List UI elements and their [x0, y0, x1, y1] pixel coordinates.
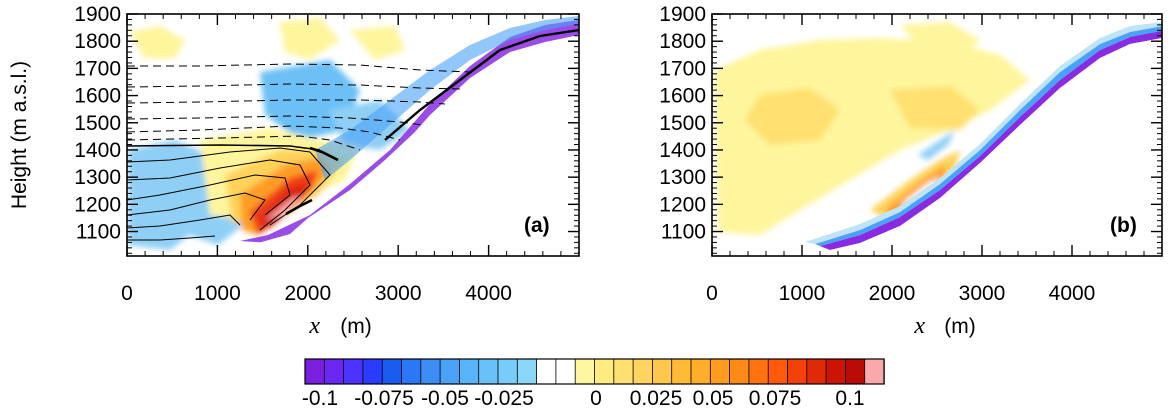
colorbar-cell [845, 358, 866, 385]
colorbar-tick-label: -0.025 [474, 387, 534, 410]
colorbar-cell [362, 358, 383, 385]
y-tick-label: 1100 [661, 221, 706, 244]
y-tick-label: 1300 [74, 166, 121, 189]
y-tick-label: 1900 [74, 3, 121, 26]
colorbar-tick-label: -0.1 [302, 387, 338, 410]
colorbar-cell [652, 358, 673, 385]
colorbar-cell [632, 358, 654, 385]
y-tick-label: 1800 [659, 30, 706, 53]
panel-a-contours [127, 28, 579, 241]
y-tick-label: 1900 [659, 3, 706, 26]
colorbar-tick-label: 0 [590, 387, 602, 410]
panel-a-ticks: 0 1000 2000 3000 4000 1100 1200 1300 1400 1500 160… [74, 3, 580, 305]
x-tick-label: 2000 [869, 282, 916, 305]
colorbar-cell [555, 358, 576, 385]
colorbar-frame [304, 358, 885, 385]
panel-a-terrain-mask [127, 37, 579, 256]
colorbar-cell [787, 358, 808, 385]
colorbar-cell [478, 358, 499, 385]
svg-text:(m): (m) [340, 315, 371, 338]
svg-text:x: x [308, 313, 320, 339]
colorbar-tick-label: 0.05 [693, 387, 734, 410]
colorbar-cell [709, 358, 731, 385]
panel-a-label: (a) [524, 214, 550, 237]
svg-text:x: x [913, 313, 925, 339]
x-tick-label: 3000 [375, 282, 422, 305]
x-tick-label: 1000 [779, 282, 826, 305]
y-tick-label: 1800 [74, 30, 121, 53]
y-tick-label: 1700 [659, 57, 706, 80]
panel-b-label: (b) [1110, 214, 1137, 237]
y-tick-label: 1300 [659, 166, 706, 189]
panel-b-field [712, 14, 1162, 256]
colorbar-cell [420, 358, 441, 385]
colorbar-cell [516, 358, 538, 385]
colorbar-cell [381, 358, 403, 385]
colorbar-cell [594, 358, 615, 385]
colorbar-cell [864, 358, 885, 385]
panel-b-terrain-mask [712, 38, 1162, 256]
y-tick-label: 1100 [76, 221, 121, 244]
panel-b-ticks: 0 1000 2000 3000 4000 1100 1200 1300 1400 1500 160… [659, 3, 1163, 305]
colorbar-cells [304, 358, 885, 385]
y-tick-label: 1400 [74, 139, 121, 162]
x-tick-label: 4000 [1049, 282, 1096, 305]
panel-b: 0 1000 2000 3000 4000 1100 1200 1300 1400 1500 160… [659, 3, 1163, 339]
x-tick-label: 1000 [194, 282, 241, 305]
colorbar-labels: -0.1 -0.075 -0.05 -0.025 0 0.025 0.05 0.075 0.1 [302, 387, 865, 410]
x-tick-label: 0 [121, 282, 133, 305]
y-tick-label: 1400 [659, 139, 706, 162]
panel-b-frame [711, 13, 1163, 257]
colorbar-cell [574, 358, 596, 385]
colorbar-cell [323, 358, 345, 385]
colorbar-cell [613, 358, 634, 385]
y-tick-label: 1600 [659, 85, 706, 108]
colorbar-cell [439, 358, 461, 385]
colorbar-cell [497, 358, 519, 385]
colorbar-cell [304, 358, 326, 385]
colorbar-cell [806, 358, 827, 385]
panel-a-slope-band [240, 20, 579, 243]
colorbar-tick-label: 0.075 [749, 387, 802, 410]
y-tick-label: 1200 [659, 193, 706, 216]
colorbar-cell [401, 358, 422, 385]
colorbar-cell [729, 358, 750, 385]
colorbar-cell [343, 358, 364, 385]
colorbar-tick-label: 0.025 [630, 387, 683, 410]
panel-b-xlabel: x (m) [913, 313, 975, 339]
colorbar-cell [690, 358, 712, 385]
panel-b-anomaly-fill [715, 22, 1090, 235]
panel-a-field [127, 14, 579, 256]
colorbar-cell [825, 358, 847, 385]
y-tick-label: 1200 [74, 193, 121, 216]
colorbar-tick-label: 0.1 [835, 387, 864, 410]
colorbar-cell [671, 358, 692, 385]
colorbar-cell [767, 358, 789, 385]
colorbar-tick-label: -0.05 [421, 387, 469, 410]
y-tick-label: 1600 [74, 85, 121, 108]
colorbar-cell [536, 358, 557, 385]
panel-a: 0 1000 2000 3000 4000 1100 1200 1300 1400 1500 160… [8, 3, 580, 339]
colorbar: -0.1 -0.075 -0.05 -0.025 0 0.025 0.05 0.075 0.1 [302, 358, 885, 410]
y-tick-label: 1700 [74, 57, 121, 80]
x-tick-label: 2000 [284, 282, 331, 305]
y-tick-label: 1500 [659, 112, 706, 135]
y-tick-label: 1500 [74, 112, 121, 135]
panel-a-xlabel: x (m) [308, 313, 371, 339]
x-tick-label: 4000 [465, 282, 512, 305]
colorbar-cell [458, 358, 480, 385]
panel-a-ylabel: Height (m a.s.l.) [8, 61, 31, 209]
x-tick-label: 0 [706, 282, 718, 305]
colorbar-tick-label: -0.075 [354, 387, 414, 410]
panel-a-frame [126, 13, 580, 257]
x-tick-label: 3000 [959, 282, 1006, 305]
colorbar-cell [748, 358, 769, 385]
svg-text:(m): (m) [944, 315, 975, 338]
